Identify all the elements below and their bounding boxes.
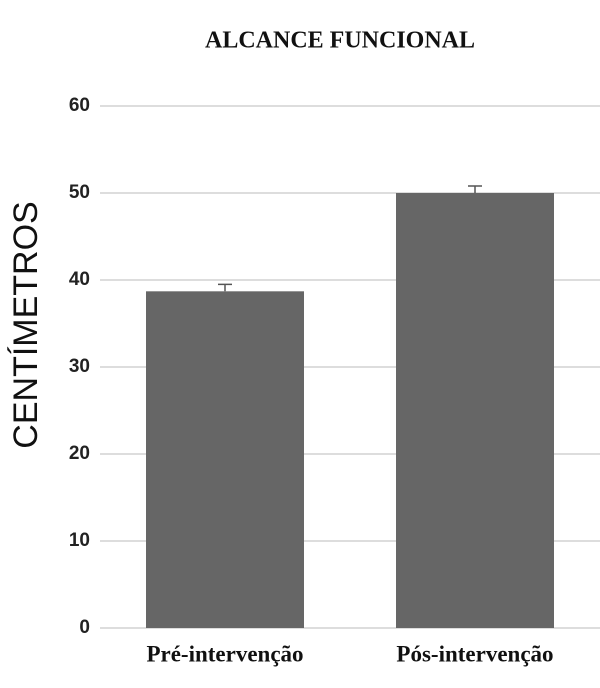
x-tick-label: Pré-intervenção [146, 641, 303, 666]
error-bar [468, 185, 482, 193]
y-axis-label: CENTÍMETROS [7, 201, 45, 448]
y-tick-label: 50 [69, 182, 90, 203]
y-tick-label: 0 [79, 617, 90, 638]
bar [146, 291, 304, 628]
error-bar [218, 283, 232, 292]
bar [396, 193, 554, 628]
chart-title: ALCANCE FUNCIONAL [205, 28, 475, 54]
y-tick-label: 60 [69, 95, 90, 116]
x-tick-label: Pós-intervenção [396, 641, 553, 666]
y-tick-label: 30 [69, 356, 90, 377]
y-tick-label: 20 [69, 443, 90, 464]
y-tick-label: 10 [69, 530, 90, 551]
y-tick-label: 40 [69, 269, 90, 290]
